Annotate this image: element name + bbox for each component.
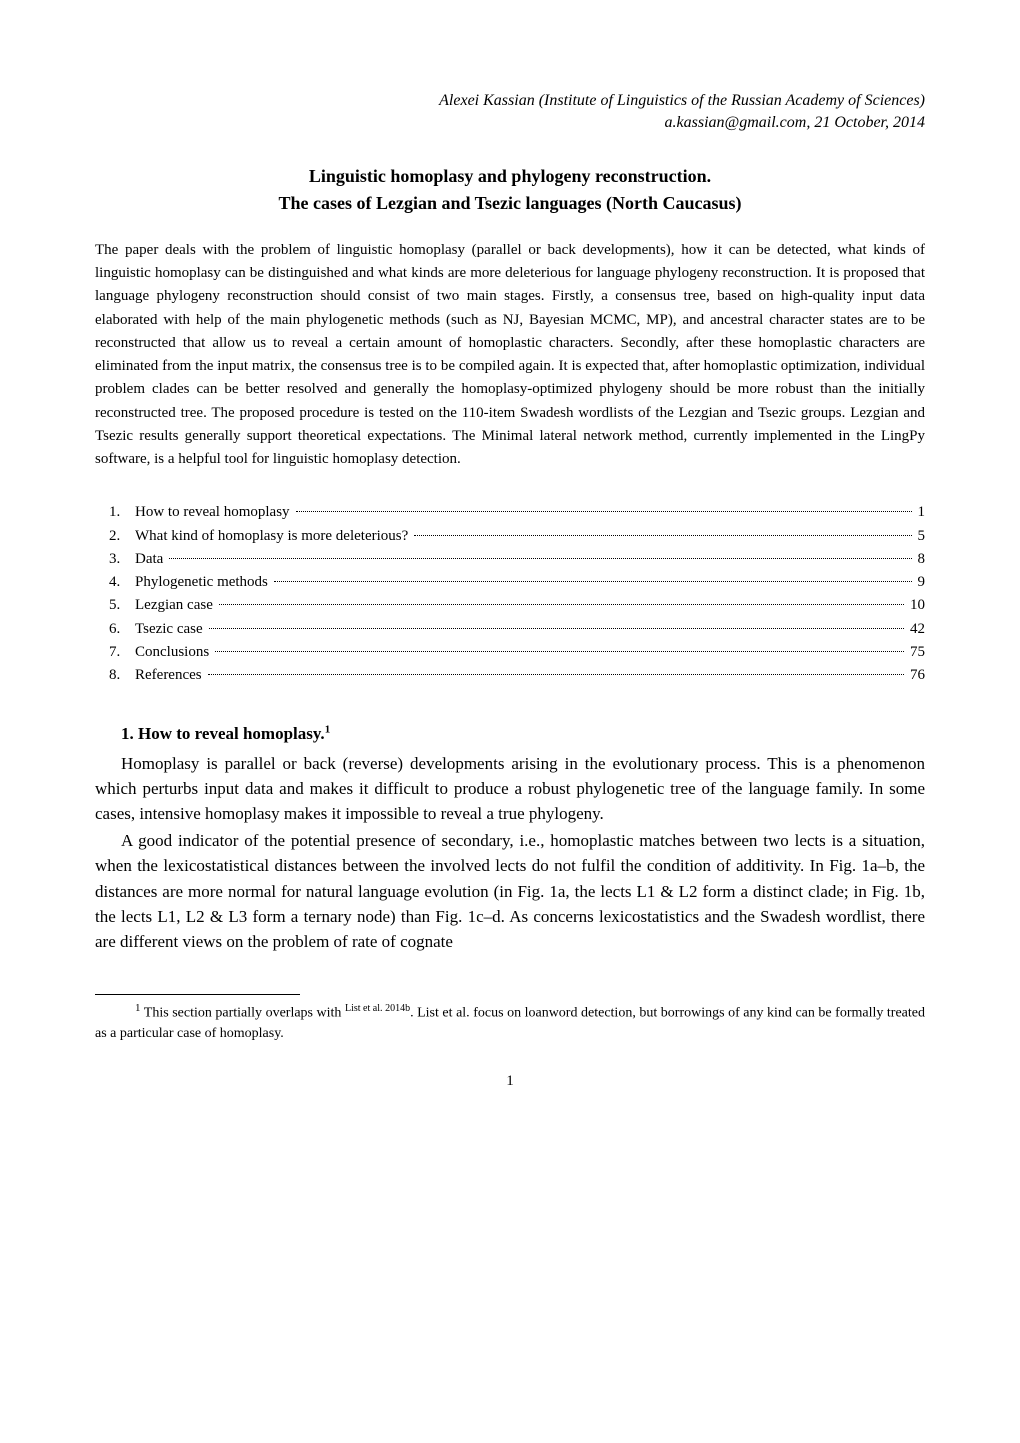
- toc-num: 4.: [95, 571, 135, 594]
- toc-row: 6. Tsezic case 42: [95, 618, 925, 641]
- title-line-2: The cases of Lezgian and Tsezic language…: [95, 190, 925, 217]
- toc-leader: [208, 674, 904, 675]
- toc-row: 5. Lezgian case 10: [95, 594, 925, 617]
- table-of-contents: 1. How to reveal homoplasy 1 2. What kin…: [95, 501, 925, 687]
- title-line-1: Linguistic homoplasy and phylogeny recon…: [95, 163, 925, 190]
- toc-label: References: [135, 664, 206, 687]
- abstract-text: The paper deals with the problem of ling…: [95, 242, 925, 467]
- toc-num: 6.: [95, 618, 135, 641]
- toc-row: 4. Phylogenetic methods 9: [95, 571, 925, 594]
- footnote-text-pre: This section partially overlaps with: [141, 1006, 345, 1021]
- toc-leader: [215, 651, 904, 652]
- toc-leader: [296, 511, 912, 512]
- toc-num: 3.: [95, 548, 135, 571]
- toc-page: 1: [914, 501, 926, 524]
- footnote-rule: [95, 994, 300, 995]
- toc-leader: [274, 581, 912, 582]
- toc-page: 76: [906, 664, 925, 687]
- toc-num: 7.: [95, 641, 135, 664]
- toc-row: 2. What kind of homoplasy is more delete…: [95, 525, 925, 548]
- toc-num: 1.: [95, 501, 135, 524]
- toc-label: Tsezic case: [135, 618, 207, 641]
- page-number: 1: [95, 1070, 925, 1093]
- toc-label: Data: [135, 548, 167, 571]
- toc-num: 2.: [95, 525, 135, 548]
- toc-row: 1. How to reveal homoplasy 1: [95, 501, 925, 524]
- section-1-para-2: A good indicator of the potential presen…: [95, 828, 925, 954]
- section-1-para-1: Homoplasy is parallel or back (reverse) …: [95, 751, 925, 826]
- toc-label: How to reveal homoplasy: [135, 501, 294, 524]
- document-title: Linguistic homoplasy and phylogeny recon…: [95, 163, 925, 217]
- section-1-heading-footnote-ref: 1: [325, 724, 331, 736]
- abstract: The paper deals with the problem of ling…: [95, 239, 925, 472]
- toc-page: 8: [914, 548, 926, 571]
- toc-label: What kind of homoplasy is more deleterio…: [135, 525, 412, 548]
- toc-page: 5: [914, 525, 926, 548]
- author-header: Alexei Kassian (Institute of Linguistics…: [95, 90, 925, 135]
- toc-row: 8. References 76: [95, 664, 925, 687]
- toc-label: Conclusions: [135, 641, 213, 664]
- author-affiliation: Alexei Kassian (Institute of Linguistics…: [95, 90, 925, 112]
- toc-leader: [209, 628, 904, 629]
- footnote-1: 1 This section partially overlaps with L…: [95, 1001, 925, 1044]
- footnote-citation: List et al. 2014b: [345, 1003, 410, 1014]
- toc-leader: [414, 535, 911, 536]
- toc-label: Phylogenetic methods: [135, 571, 272, 594]
- toc-page: 75: [906, 641, 925, 664]
- page: Alexei Kassian (Institute of Linguistics…: [0, 0, 1020, 1133]
- toc-num: 5.: [95, 594, 135, 617]
- author-contact: a.kassian@gmail.com, 21 October, 2014: [95, 112, 925, 134]
- toc-num: 8.: [95, 664, 135, 687]
- toc-page: 9: [914, 571, 926, 594]
- section-1-heading: 1. How to reveal homoplasy.1: [95, 721, 925, 747]
- toc-leader: [219, 604, 904, 605]
- section-1-heading-text: 1. How to reveal homoplasy.: [121, 724, 325, 743]
- toc-label: Lezgian case: [135, 594, 217, 617]
- toc-row: 7. Conclusions 75: [95, 641, 925, 664]
- toc-page: 10: [906, 594, 925, 617]
- toc-row: 3. Data 8: [95, 548, 925, 571]
- toc-page: 42: [906, 618, 925, 641]
- toc-leader: [169, 558, 911, 559]
